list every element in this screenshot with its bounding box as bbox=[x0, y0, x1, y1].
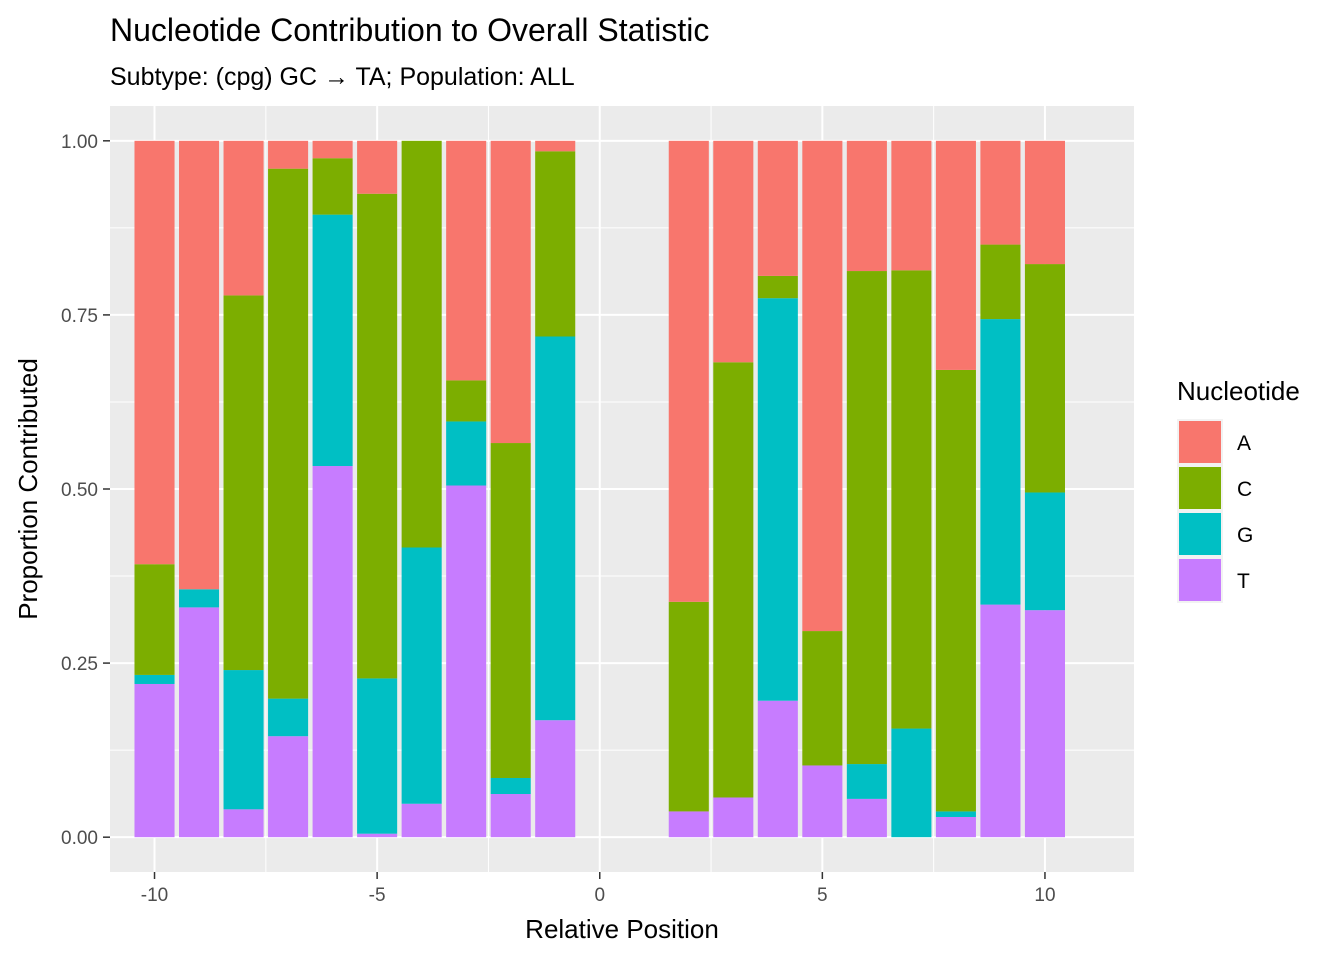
bar-segment-a bbox=[535, 140, 576, 152]
legend-swatch-a bbox=[1179, 421, 1221, 463]
bar-segment-t bbox=[713, 797, 754, 838]
bar-segment-t bbox=[980, 604, 1021, 838]
bar-segment-c bbox=[846, 271, 887, 765]
bar-segment-t bbox=[668, 811, 709, 838]
bar-segment-t bbox=[446, 485, 487, 838]
bar-segment-t bbox=[757, 700, 798, 838]
y-axis-title: Proportion Contributed bbox=[13, 358, 43, 620]
bar-segment-g bbox=[980, 319, 1021, 605]
bar-segment-t bbox=[846, 798, 887, 838]
bar-segment-t bbox=[223, 809, 264, 838]
bar-segment-a bbox=[1024, 140, 1065, 265]
bar-segment-g bbox=[490, 777, 531, 795]
legend-title: Nucleotide bbox=[1177, 376, 1300, 406]
bar-segment-t bbox=[401, 803, 442, 838]
bar-segment-g bbox=[1024, 492, 1065, 611]
bar-segment-g bbox=[846, 764, 887, 799]
bar-segment-g bbox=[223, 670, 264, 810]
bar-segment-a bbox=[357, 140, 398, 194]
bar-segment-c bbox=[401, 140, 442, 548]
y-axis: 0.00 0.25 0.50 0.75 1.00 bbox=[61, 132, 110, 849]
bar-segment-a bbox=[757, 140, 798, 276]
bar-segment-c bbox=[802, 631, 843, 766]
bar-segment-c bbox=[357, 193, 398, 679]
bar-segment-g bbox=[134, 674, 175, 684]
bar-segment-g bbox=[757, 298, 798, 701]
bar-segment-a bbox=[980, 140, 1021, 245]
bar-segment-c bbox=[223, 295, 264, 671]
y-tick-label: 0.75 bbox=[61, 306, 98, 327]
bar-segment-c bbox=[935, 369, 976, 812]
legend-label-g: G bbox=[1237, 524, 1253, 547]
bar-segment-c bbox=[490, 443, 531, 778]
bar-segment-g bbox=[935, 811, 976, 817]
chart-title: Nucleotide Contribution to Overall Stati… bbox=[110, 12, 709, 48]
bar-segment-t bbox=[490, 794, 531, 838]
x-tick-label: -10 bbox=[141, 885, 168, 906]
legend-swatch-t bbox=[1179, 559, 1221, 601]
bar-segment-a bbox=[312, 140, 353, 159]
bar-segment-t bbox=[357, 833, 398, 838]
y-tick-label: 0.50 bbox=[61, 480, 98, 501]
bar-segment-c bbox=[713, 362, 754, 798]
legend-label-c: C bbox=[1237, 478, 1252, 501]
chart-subtitle: Subtype: (cpg) GC → TA; Population: ALL bbox=[110, 63, 575, 91]
legend-swatch-g bbox=[1179, 513, 1221, 555]
bar-segment-a bbox=[268, 140, 309, 169]
bar-segment-c bbox=[980, 244, 1021, 320]
bar-segment-c bbox=[535, 151, 576, 337]
bar-segment-a bbox=[223, 140, 264, 296]
bar-segment-a bbox=[668, 140, 709, 602]
x-tick-label: -5 bbox=[369, 885, 386, 906]
bar-segment-g bbox=[891, 728, 932, 838]
bar-segment-t bbox=[802, 765, 843, 838]
bar-segment-t bbox=[268, 736, 309, 838]
bar-segment-c bbox=[134, 564, 175, 675]
bar-segment-a bbox=[935, 140, 976, 370]
bar-segment-c bbox=[1024, 264, 1065, 493]
bar-segment-a bbox=[490, 140, 531, 444]
y-tick-label: 0.25 bbox=[61, 654, 98, 675]
x-axis: -10 -5 0 5 10 bbox=[141, 872, 1056, 906]
bar-segment-c bbox=[268, 168, 309, 699]
y-tick-label: 1.00 bbox=[61, 132, 98, 153]
bar-segment-c bbox=[446, 380, 487, 422]
legend-swatch-c bbox=[1179, 467, 1221, 509]
x-tick-label: 10 bbox=[1034, 885, 1055, 906]
bar-segment-t bbox=[935, 816, 976, 838]
bars bbox=[134, 140, 1065, 838]
bar-segment-t bbox=[1024, 610, 1065, 838]
bar-segment-t bbox=[179, 607, 220, 838]
bar-segment-c bbox=[891, 270, 932, 729]
bar-segment-a bbox=[802, 140, 843, 632]
bar-segment-g bbox=[179, 589, 220, 608]
bar-segment-g bbox=[312, 214, 353, 467]
bar-segment-a bbox=[179, 140, 220, 590]
bar-segment-t bbox=[312, 466, 353, 838]
bar-segment-a bbox=[446, 140, 487, 381]
bar-segment-t bbox=[134, 683, 175, 838]
legend-label-t: T bbox=[1237, 570, 1250, 593]
bar-segment-c bbox=[312, 158, 353, 215]
bar-segment-g bbox=[446, 421, 487, 486]
bar-segment-g bbox=[535, 336, 576, 721]
bar-segment-g bbox=[357, 678, 398, 834]
bar-segment-c bbox=[757, 275, 798, 299]
bar-segment-t bbox=[535, 720, 576, 838]
bar-segment-a bbox=[713, 140, 754, 363]
bar-segment-a bbox=[891, 140, 932, 271]
bar-segment-g bbox=[401, 547, 442, 804]
legend-label-a: A bbox=[1237, 432, 1251, 455]
bar-segment-g bbox=[268, 698, 309, 737]
bar-segment-a bbox=[134, 140, 175, 565]
x-tick-label: 5 bbox=[817, 885, 828, 906]
y-tick-label: 0.00 bbox=[61, 828, 98, 849]
bar-segment-a bbox=[846, 140, 887, 272]
bar-segment-c bbox=[668, 601, 709, 812]
x-tick-label: 0 bbox=[594, 885, 605, 906]
x-axis-title: Relative Position bbox=[525, 914, 719, 944]
